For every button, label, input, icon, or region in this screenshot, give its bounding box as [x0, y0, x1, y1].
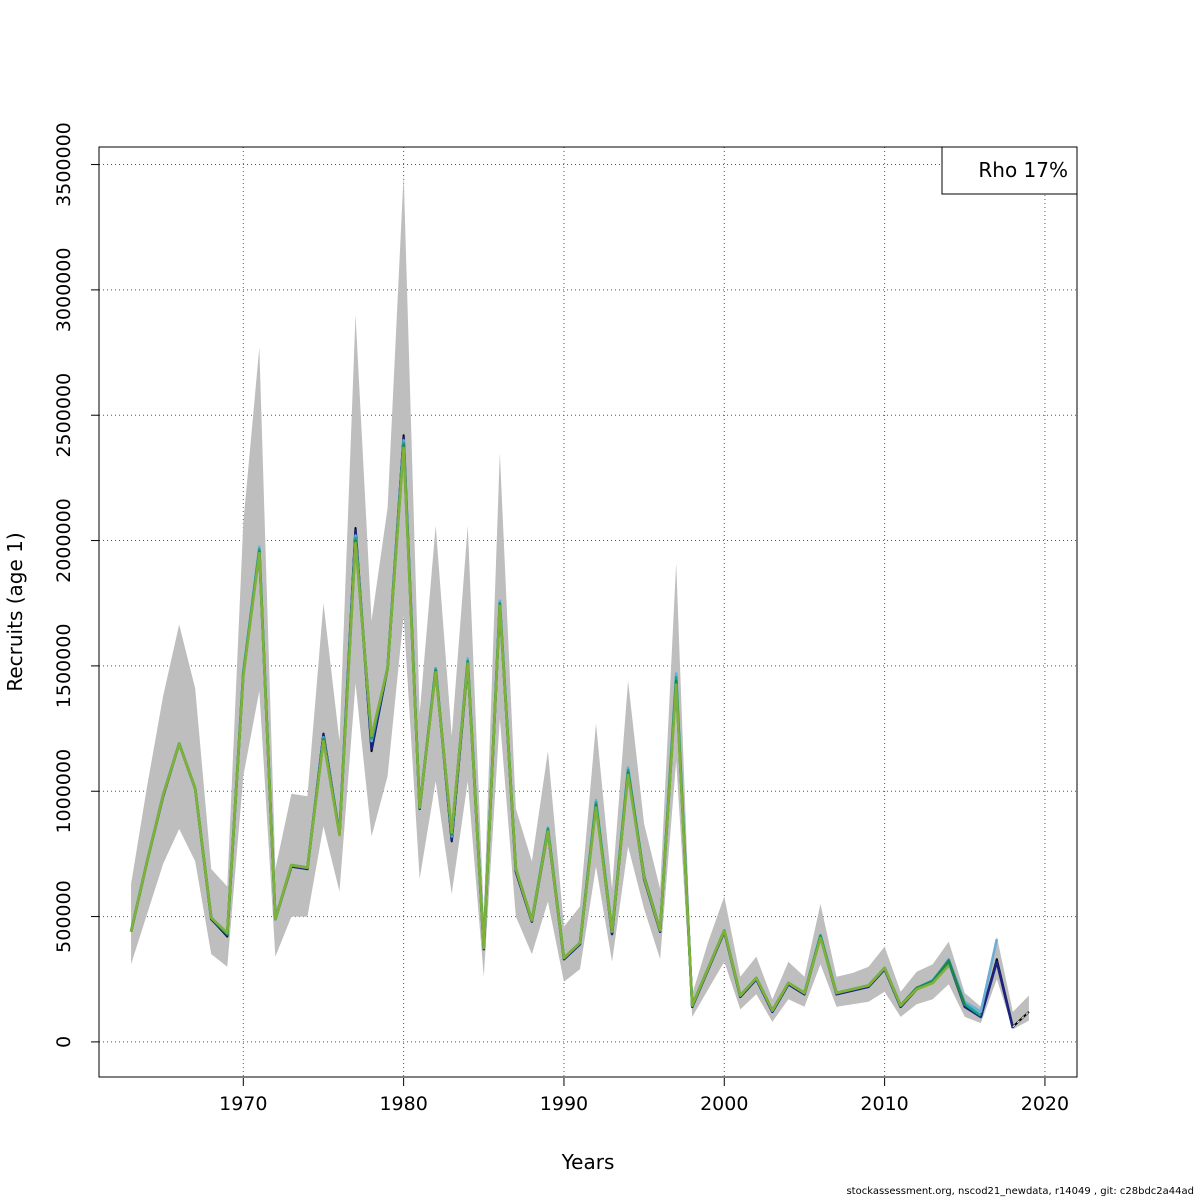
series-layer	[129, 434, 1030, 1029]
projection-dash	[1012, 1011, 1030, 1028]
y-tick-label: 1500000	[53, 624, 75, 709]
y-axis: 0 500000 1000000 1500000 2000000 2500000 30000…	[53, 122, 99, 1048]
footer-credit: stockassessment.org, nscod21_newdata, r1…	[846, 1186, 1194, 1197]
y-tick-label: 500000	[53, 880, 75, 953]
legend-text: Rho 17%	[978, 158, 1068, 182]
y-tick-label: 3500000	[53, 122, 75, 207]
y-tick-label: 3000000	[53, 248, 75, 333]
series-line-6	[129, 446, 950, 1012]
x-axis: 1970 1980 1990 2000 2010 2020	[219, 1078, 1069, 1115]
x-tick-label: 2010	[860, 1093, 908, 1115]
legend-box	[941, 146, 1078, 195]
x-tick-label: 1970	[219, 1093, 267, 1115]
x-tick-label: 1980	[379, 1093, 427, 1115]
y-axis-label: Recruits (age 1)	[3, 532, 27, 691]
confidence-band-layer	[131, 174, 1029, 1030]
y-tick-label: 1000000	[53, 749, 75, 834]
x-axis-label: Years	[561, 1150, 615, 1174]
confidence-band	[131, 174, 1029, 1030]
x-tick-label: 2020	[1021, 1093, 1069, 1115]
y-tick-label: 0	[53, 1036, 75, 1048]
plot-frame	[98, 146, 1078, 1078]
y-tick-label: 2000000	[53, 498, 75, 583]
y-tick-label: 2500000	[53, 373, 75, 458]
x-tick-label: 1990	[540, 1093, 588, 1115]
legend: Rho 17%	[941, 146, 1078, 195]
x-tick-label: 2000	[700, 1093, 748, 1115]
